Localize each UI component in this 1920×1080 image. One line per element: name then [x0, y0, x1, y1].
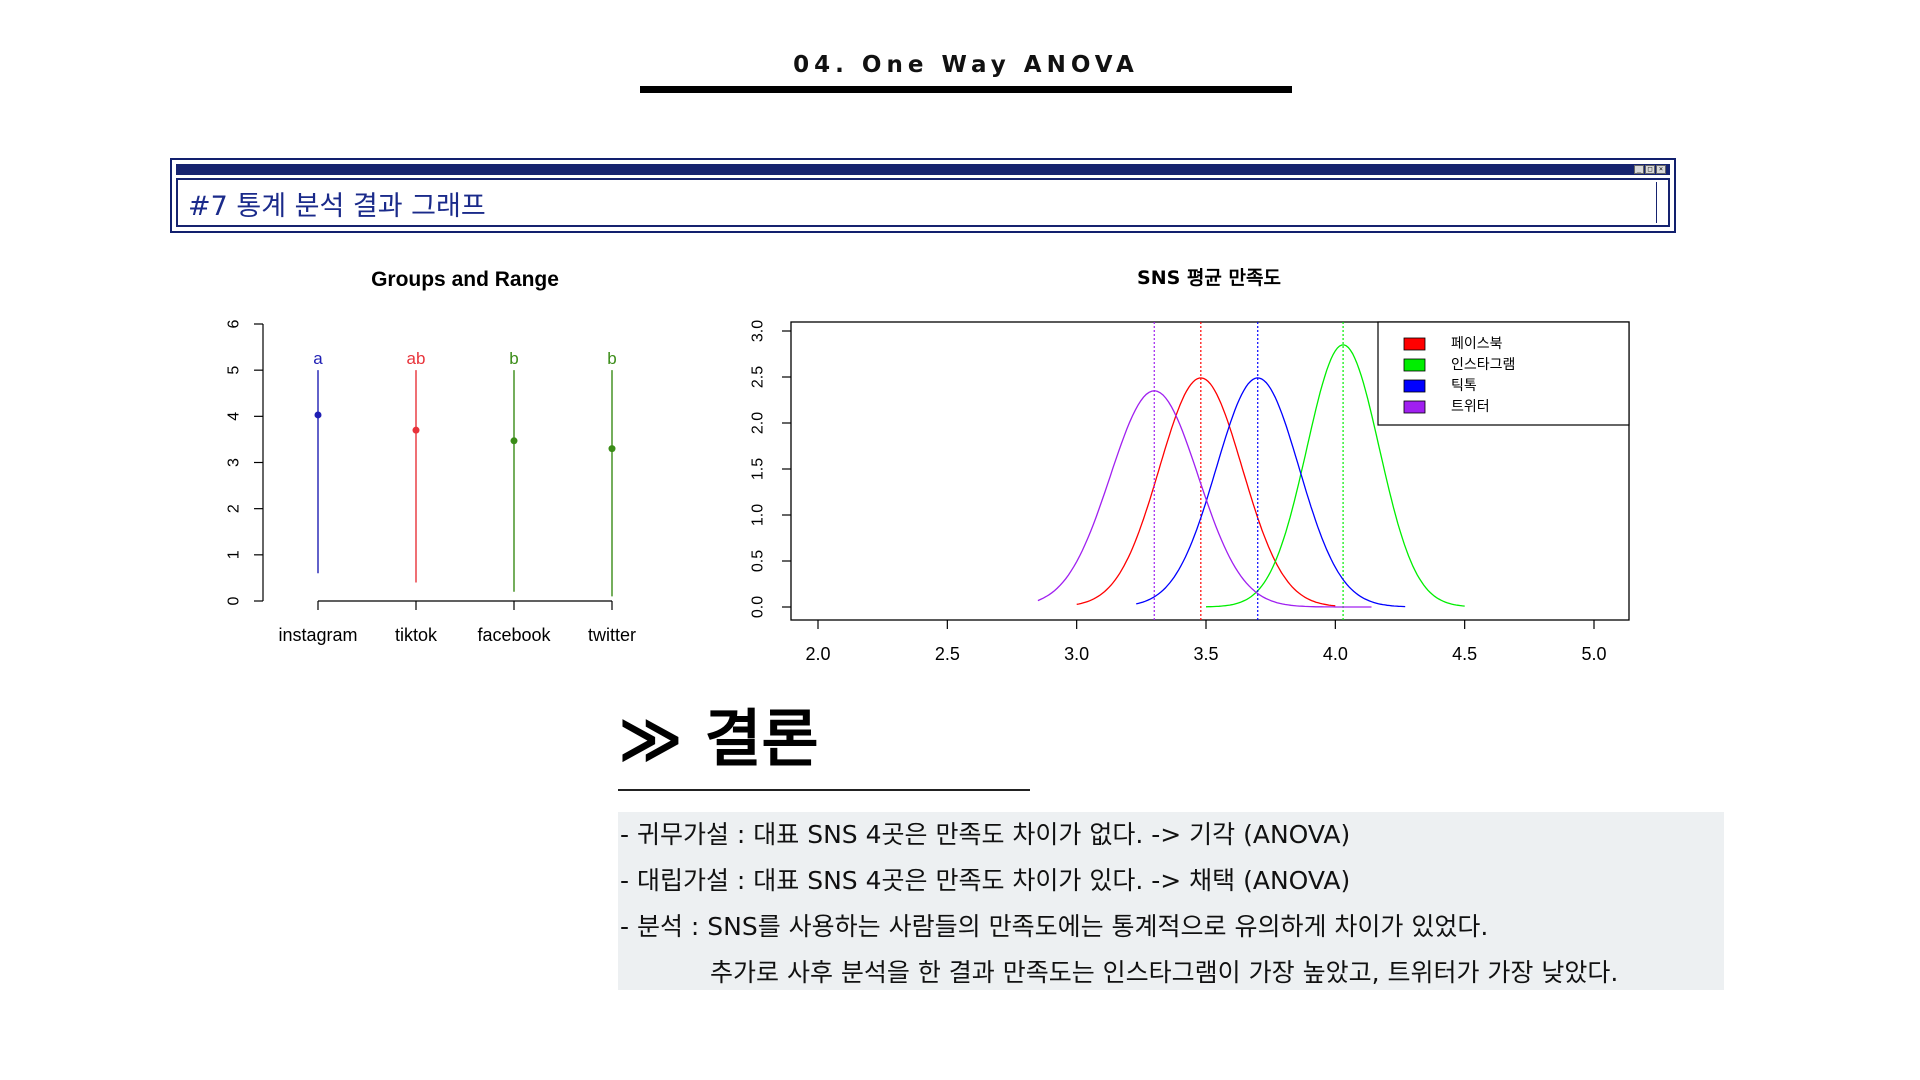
chart2-y-tick-label: 3.0 [750, 320, 767, 342]
conclusion-line-alt: - 대립가설 : 대표 SNS 4곳은 만족도 차이가 있다. -> 채택 (A… [620, 866, 1351, 895]
chart2-legend-swatch [1403, 379, 1426, 393]
chart2-x-tick-label: 2.5 [935, 644, 960, 664]
section-label: #7 통계 분석 결과 그래프 [188, 191, 486, 222]
chart2-x-tick-label: 4.5 [1452, 644, 1477, 664]
conclusion-line-posthoc: 추가로 사후 분석을 한 결과 만족도는 인스타그램이 가장 높았고, 트위터가… [710, 958, 1619, 987]
page-title: 04. One Way ANOVA [793, 52, 1139, 78]
section-window: _ □ × #7 통계 분석 결과 그래프 [170, 158, 1676, 233]
window-body: #7 통계 분석 결과 그래프 [176, 178, 1670, 227]
chart1-y-tick-label: 4 [226, 412, 243, 421]
conclusion-underline [618, 789, 1030, 791]
chart2-y-tick-label: 0.5 [750, 550, 767, 572]
maximize-icon[interactable]: □ [1645, 165, 1655, 174]
page-header: 04. One Way ANOVA [640, 50, 1292, 94]
chart2-y-tick-label: 1.5 [750, 458, 767, 480]
conclusion-line-analysis: - 분석 : SNS를 사용하는 사람들의 만족도에는 통계적으로 유의하게 차… [620, 912, 1489, 941]
chart1-group-letter: b [607, 349, 616, 368]
chart2-legend-label: 페이스북 [1451, 336, 1503, 352]
chart1-y-tick-label: 0 [226, 596, 243, 605]
window-titlebar: _ □ × [176, 164, 1670, 175]
chart1-y-tick-label: 3 [226, 458, 243, 467]
conclusion-box: - 귀무가설 : 대표 SNS 4곳은 만족도 차이가 없다. -> 기각 (A… [618, 812, 1724, 990]
chart2-legend-swatch [1403, 358, 1426, 372]
chart2-title: SNS 평균 만족도 [1137, 267, 1281, 289]
chart1-x-tick-label: instagram [278, 625, 357, 645]
chart2-legend-label: 틱톡 [1451, 378, 1477, 394]
chart2-x-tick-label: 2.0 [805, 644, 830, 664]
window-scrollbar[interactable] [1656, 182, 1666, 223]
chart2-y-tick-label: 2.5 [750, 366, 767, 388]
chart1-axes: 0 1 2 3 4 5 6 instagram tiktok facebook twitter [226, 319, 637, 645]
chart1-group-letter: b [509, 349, 518, 368]
title-underline [640, 86, 1292, 93]
chart2-x-tick-label: 5.0 [1581, 644, 1606, 664]
chart1-title: Groups and Range [371, 268, 559, 291]
chart1-marks: a ab b b [313, 349, 617, 597]
chart1-y-tick-label: 1 [226, 550, 243, 559]
chart2-legend-swatch [1403, 337, 1426, 351]
chart2-legend-label: 인스타그램 [1451, 357, 1515, 373]
chart2-legend-swatch [1403, 400, 1426, 414]
chart1-mean-point [412, 426, 420, 434]
chart1-group-letter: a [313, 349, 323, 368]
chart1-mean-point [608, 445, 616, 453]
chart2-marks [1037, 322, 1465, 620]
minimize-icon[interactable]: _ [1634, 165, 1644, 174]
chart1-mean-point [314, 411, 322, 419]
chart2-density-curve [1076, 377, 1336, 607]
chart2-legend-box [1377, 321, 1630, 426]
chart1-group-letter: ab [407, 349, 426, 368]
chart2-y-tick-label: 0.0 [750, 596, 767, 618]
chart1-x-tick-label: twitter [588, 625, 636, 645]
chart2-x-tick-label: 3.5 [1193, 644, 1218, 664]
chart1-y-tick-label: 2 [226, 504, 243, 513]
chart1-x-tick-label: facebook [477, 625, 551, 645]
chart2-legend-label: 트위터 [1451, 399, 1490, 415]
chart1-x-tick-label: tiktok [395, 625, 438, 645]
conclusion-title: ≫ 결론 [618, 702, 819, 775]
close-icon[interactable]: × [1656, 165, 1666, 174]
chart1-y-tick-label: 6 [226, 319, 243, 328]
chart2-density-curve [1136, 377, 1406, 608]
chart2-density-curve [1037, 390, 1372, 608]
chart2-x-tick-label: 4.0 [1323, 644, 1348, 664]
chart2-density-curve [1205, 344, 1465, 608]
conclusion-line-null: - 귀무가설 : 대표 SNS 4곳은 만족도 차이가 없다. -> 기각 (A… [620, 820, 1351, 849]
chart2-y-tick-label: 1.0 [750, 504, 767, 526]
chart1-y-tick-label: 5 [226, 366, 243, 375]
chart2-axes: 2.0 2.5 3.0 3.5 4.0 4.5 5.0 0.0 0.5 1.0 1.5 2.0 2.5 3… [750, 320, 1607, 664]
chart2-x-tick-label: 3.0 [1064, 644, 1089, 664]
chart2-y-tick-label: 2.0 [750, 412, 767, 434]
chart2-plot-frame [790, 321, 1630, 621]
chart1-mean-point [510, 437, 518, 445]
